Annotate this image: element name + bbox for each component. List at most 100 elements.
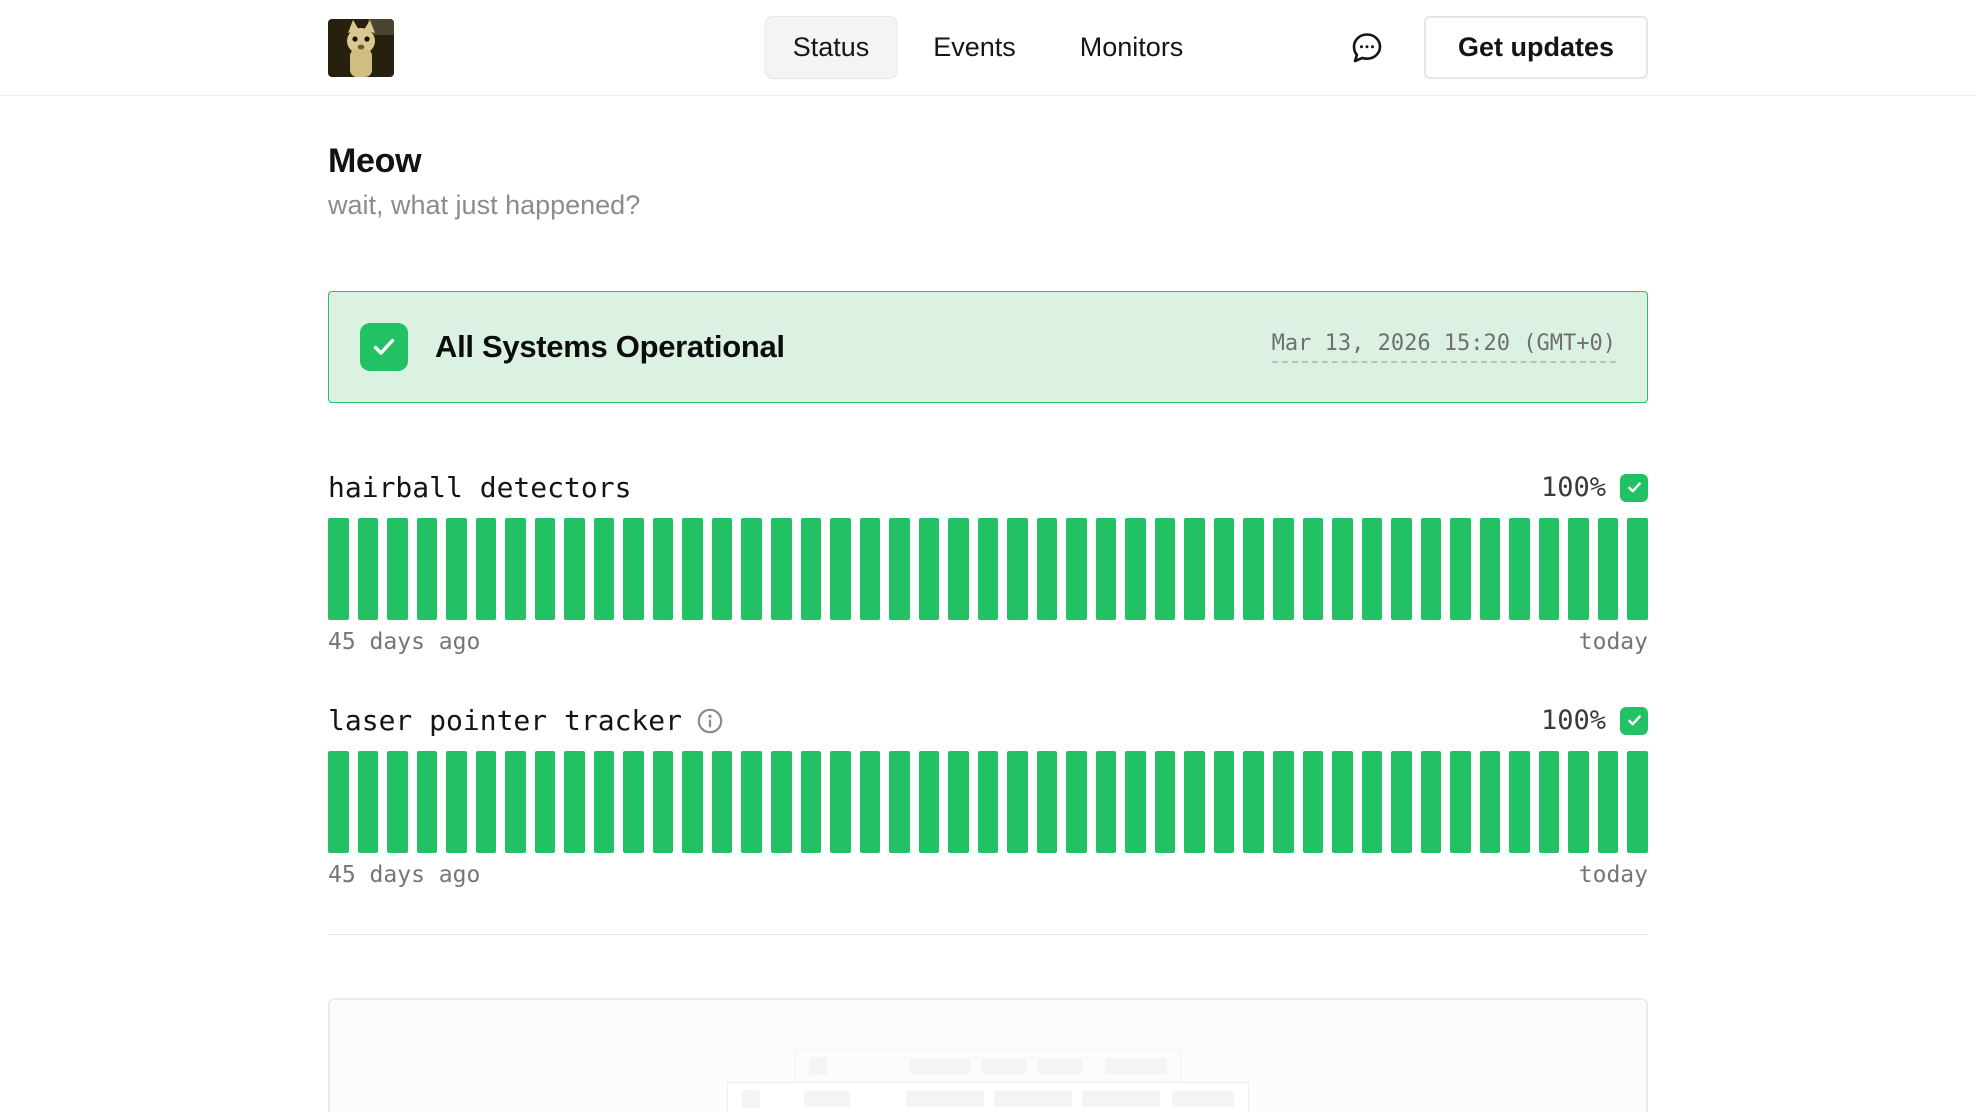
uptime-bar[interactable] bbox=[711, 751, 733, 853]
uptime-bar[interactable] bbox=[446, 518, 467, 620]
uptime-bar[interactable] bbox=[741, 518, 762, 620]
uptime-bar[interactable] bbox=[1538, 751, 1560, 853]
uptime-bar[interactable] bbox=[1627, 751, 1648, 853]
uptime-bar[interactable] bbox=[357, 751, 379, 853]
uptime-bar[interactable] bbox=[1125, 518, 1146, 620]
uptime-bar[interactable] bbox=[1273, 751, 1294, 853]
uptime-bar[interactable] bbox=[652, 751, 674, 853]
chat-bubble-icon[interactable] bbox=[1348, 29, 1386, 67]
uptime-bar[interactable] bbox=[830, 751, 851, 853]
uptime-bar[interactable] bbox=[1302, 751, 1324, 853]
uptime-bar[interactable] bbox=[505, 751, 526, 853]
uptime-bar[interactable] bbox=[1243, 751, 1264, 853]
uptime-bar[interactable] bbox=[1273, 518, 1294, 620]
uptime-bar[interactable] bbox=[889, 751, 910, 853]
uptime-bar[interactable] bbox=[1213, 518, 1235, 620]
site-logo[interactable] bbox=[328, 18, 394, 77]
uptime-bar[interactable] bbox=[623, 518, 644, 620]
uptime-bar[interactable] bbox=[1302, 518, 1324, 620]
ghost-row-medium bbox=[727, 1082, 1249, 1112]
uptime-bar[interactable] bbox=[1597, 518, 1619, 620]
uptime-bar[interactable] bbox=[446, 751, 467, 853]
uptime-bar[interactable] bbox=[1627, 518, 1648, 620]
uptime-bar[interactable] bbox=[1597, 751, 1619, 853]
uptime-bar[interactable] bbox=[918, 751, 940, 853]
uptime-bar[interactable] bbox=[387, 751, 408, 853]
uptime-bar[interactable] bbox=[682, 751, 703, 853]
uptime-bar[interactable] bbox=[564, 518, 585, 620]
uptime-bar[interactable] bbox=[534, 518, 556, 620]
uptime-bar[interactable] bbox=[1007, 518, 1028, 620]
uptime-bar[interactable] bbox=[1361, 518, 1383, 620]
uptime-bar[interactable] bbox=[711, 518, 733, 620]
uptime-bar[interactable] bbox=[475, 518, 497, 620]
uptime-bar[interactable] bbox=[416, 518, 438, 620]
info-icon[interactable] bbox=[697, 708, 723, 734]
uptime-bar[interactable] bbox=[1066, 751, 1087, 853]
uptime-bar[interactable] bbox=[977, 518, 999, 620]
uptime-bar[interactable] bbox=[859, 751, 881, 853]
get-updates-button[interactable]: Get updates bbox=[1423, 16, 1648, 79]
uptime-bar[interactable] bbox=[1391, 751, 1412, 853]
uptime-bar[interactable] bbox=[977, 751, 999, 853]
uptime-bar[interactable] bbox=[889, 518, 910, 620]
uptime-bar[interactable] bbox=[534, 751, 556, 853]
uptime-bar[interactable] bbox=[1184, 751, 1205, 853]
uptime-bar[interactable] bbox=[1036, 518, 1058, 620]
uptime-bar[interactable] bbox=[1568, 518, 1589, 620]
uptime-bar[interactable] bbox=[1066, 518, 1087, 620]
uptime-bar[interactable] bbox=[800, 518, 822, 620]
uptime-bar[interactable] bbox=[623, 751, 644, 853]
uptime-bar[interactable] bbox=[682, 518, 703, 620]
uptime-bar[interactable] bbox=[475, 751, 497, 853]
uptime-bar[interactable] bbox=[1450, 751, 1471, 853]
uptime-bar[interactable] bbox=[1154, 751, 1176, 853]
nav-tab-status[interactable]: Status bbox=[764, 16, 898, 79]
uptime-bar[interactable] bbox=[1036, 751, 1058, 853]
nav-tab-monitors[interactable]: Monitors bbox=[1079, 32, 1184, 62]
uptime-bar[interactable] bbox=[741, 751, 762, 853]
uptime-bar[interactable] bbox=[1479, 518, 1501, 620]
uptime-bar[interactable] bbox=[1332, 751, 1353, 853]
ghost-block bbox=[804, 1090, 850, 1107]
uptime-bar[interactable] bbox=[593, 518, 615, 620]
uptime-bar[interactable] bbox=[800, 751, 822, 853]
uptime-bar[interactable] bbox=[1420, 751, 1442, 853]
uptime-bar[interactable] bbox=[505, 518, 526, 620]
uptime-bar[interactable] bbox=[1125, 751, 1146, 853]
uptime-bar[interactable] bbox=[564, 751, 585, 853]
uptime-bar[interactable] bbox=[948, 518, 969, 620]
uptime-bar[interactable] bbox=[1450, 518, 1471, 620]
nav-tab-events[interactable]: Events bbox=[933, 32, 1016, 62]
uptime-bar[interactable] bbox=[1509, 518, 1530, 620]
uptime-bar[interactable] bbox=[770, 751, 792, 853]
uptime-bar[interactable] bbox=[1479, 751, 1501, 853]
uptime-bar[interactable] bbox=[328, 518, 349, 620]
uptime-bar[interactable] bbox=[357, 518, 379, 620]
uptime-bar[interactable] bbox=[1332, 518, 1353, 620]
uptime-bar[interactable] bbox=[1568, 751, 1589, 853]
uptime-bar[interactable] bbox=[948, 751, 969, 853]
uptime-bar[interactable] bbox=[1095, 751, 1117, 853]
uptime-bar[interactable] bbox=[1420, 518, 1442, 620]
uptime-bar[interactable] bbox=[1391, 518, 1412, 620]
uptime-bar[interactable] bbox=[1243, 518, 1264, 620]
uptime-bar[interactable] bbox=[859, 518, 881, 620]
uptime-bar[interactable] bbox=[830, 518, 851, 620]
uptime-bar[interactable] bbox=[1095, 518, 1117, 620]
uptime-bar[interactable] bbox=[328, 751, 349, 853]
uptime-bar[interactable] bbox=[652, 518, 674, 620]
uptime-bar[interactable] bbox=[1184, 518, 1205, 620]
uptime-bar[interactable] bbox=[1007, 751, 1028, 853]
uptime-bar[interactable] bbox=[593, 751, 615, 853]
uptime-bar[interactable] bbox=[1154, 518, 1176, 620]
uptime-bar[interactable] bbox=[1361, 751, 1383, 853]
uptime-bar[interactable] bbox=[1538, 518, 1560, 620]
uptime-bar[interactable] bbox=[918, 518, 940, 620]
uptime-bar[interactable] bbox=[1509, 751, 1530, 853]
uptime-bar[interactable] bbox=[387, 518, 408, 620]
banner-timestamp[interactable]: Mar 13, 2026 15:20 (GMT+0) bbox=[1271, 331, 1616, 363]
uptime-bar[interactable] bbox=[770, 518, 792, 620]
uptime-bar[interactable] bbox=[416, 751, 438, 853]
uptime-bar[interactable] bbox=[1213, 751, 1235, 853]
